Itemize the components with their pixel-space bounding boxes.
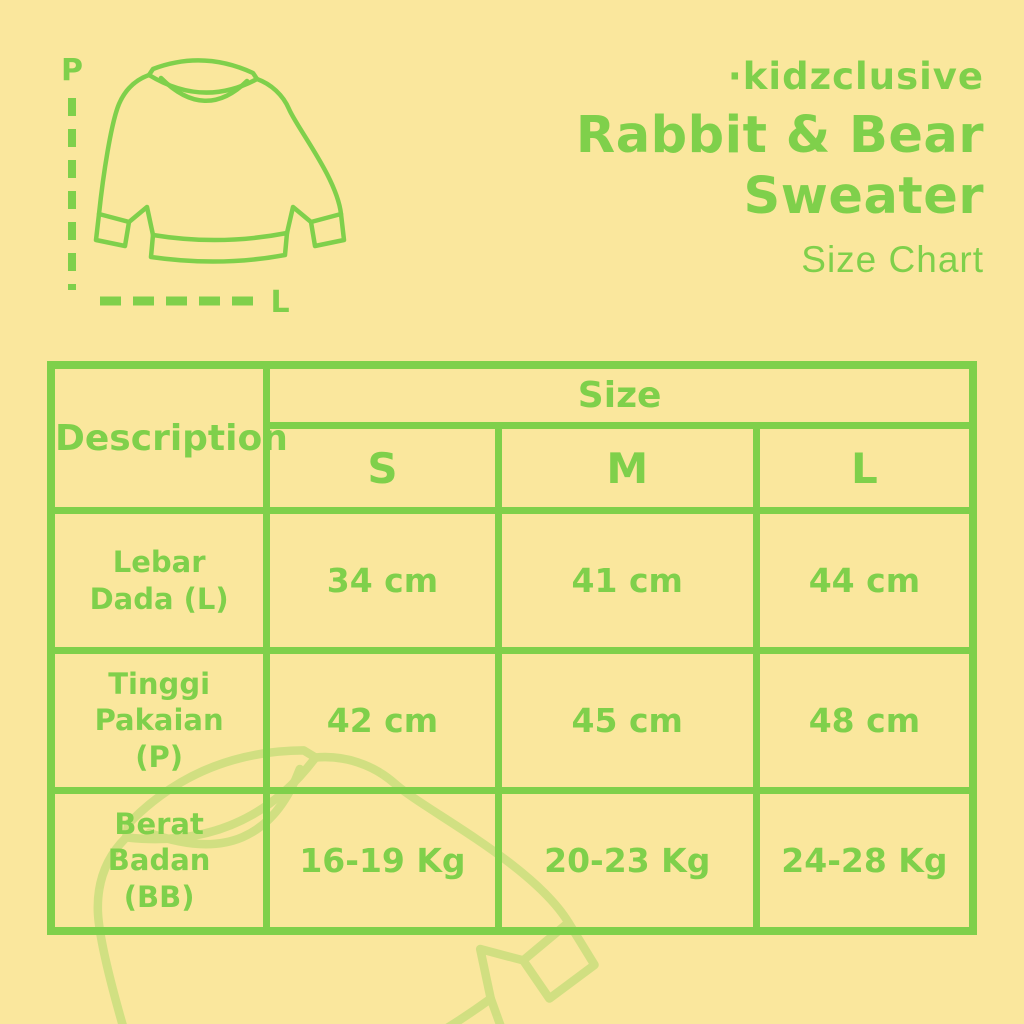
size-value-cell: 24-28 Kg <box>752 787 977 935</box>
size-value-cell: 45 cm <box>494 647 760 794</box>
table-row-tinggi-pakaian: Tinggi Pakaian (P) 42 cm 45 cm 48 cm <box>47 647 977 794</box>
sweater-icon <box>96 60 344 261</box>
size-chart-subtitle: Size Chart <box>801 239 984 281</box>
row-label-lebar-dada: Lebar Dada (L) <box>47 507 271 654</box>
size-column-header-m: M <box>494 422 760 514</box>
table-header-row-sml: S M L <box>51 422 977 514</box>
size-value-cell: 20-23 Kg <box>494 787 760 935</box>
table-header-row-size: Description Size <box>47 361 977 514</box>
row-label-berat-badan: Berat Badan (BB) <box>47 787 271 935</box>
sweater-measurement-diagram: P L <box>61 53 388 320</box>
header: ·kidzclusive Rabbit & Bear Sweater Size … <box>576 58 984 281</box>
size-value-cell: 41 cm <box>494 507 760 654</box>
size-column-header-s: S <box>263 422 502 514</box>
size-value-cell: 48 cm <box>752 647 977 794</box>
product-title: Rabbit & Bear Sweater <box>576 105 984 227</box>
row-label-tinggi-pakaian: Tinggi Pakaian (P) <box>47 647 271 794</box>
table-row-lebar-dada: Lebar Dada (L) 34 cm 41 cm 44 cm <box>47 507 977 654</box>
brand-logo: ·kidzclusive <box>727 55 984 98</box>
product-title-line2: Sweater <box>743 167 984 227</box>
size-value-cell: 42 cm <box>263 647 502 794</box>
height-dimension-label: P <box>61 53 83 88</box>
size-value-cell: 16-19 Kg <box>263 787 502 935</box>
product-title-line1: Rabbit & Bear <box>575 106 984 165</box>
description-header-cell: Description <box>47 361 288 514</box>
size-group-header-cell: Size <box>263 361 977 429</box>
size-value-cell: 44 cm <box>752 507 977 654</box>
table-row-berat-badan: Berat Badan (BB) 16-19 Kg 20-23 Kg 24-28… <box>47 787 977 935</box>
width-dimension-label: L <box>270 285 289 320</box>
size-column-header-l: L <box>752 422 977 514</box>
size-table: Description Size S M L Lebar Dada (L) 34… <box>47 361 977 935</box>
size-value-cell: 34 cm <box>263 507 502 654</box>
